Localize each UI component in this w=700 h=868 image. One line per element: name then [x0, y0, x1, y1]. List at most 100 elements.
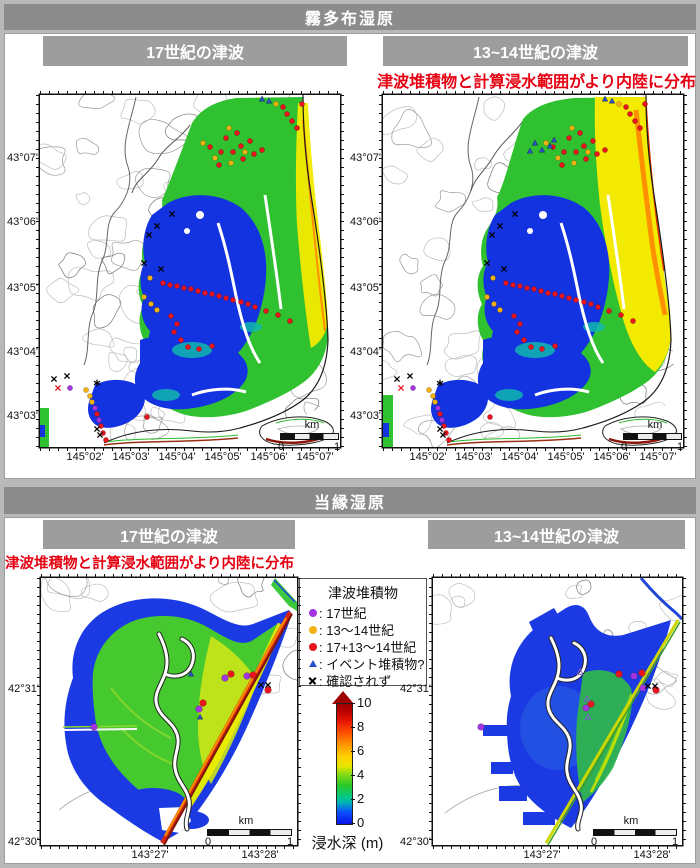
- contour-line: [565, 585, 583, 600]
- sediment-marker-r: [577, 130, 583, 136]
- scalebar: [280, 433, 339, 440]
- lat-label: 43°04': [350, 346, 381, 358]
- sediment-marker-r: [144, 414, 150, 420]
- colorbar-tick-label: 4: [357, 767, 365, 782]
- sediment-marker-r: [517, 283, 523, 289]
- sediment-marker-b: [550, 136, 558, 143]
- contour-line: [40, 143, 67, 170]
- axis-ticks-left: [36, 95, 40, 447]
- sediment-marker-p: [221, 674, 229, 682]
- sediment-marker-r: [561, 149, 567, 155]
- contour-line: [75, 192, 91, 205]
- colorbar-tick-mark: [351, 799, 355, 801]
- sediment-marker-r: [630, 318, 636, 324]
- sediment-marker-r: [171, 329, 177, 335]
- sediment-marker-r: [240, 156, 246, 162]
- map-kiritappu-17c: [40, 95, 340, 447]
- scalebar-end: 1: [333, 441, 341, 453]
- sediment-marker-r: [207, 144, 213, 150]
- sediment-marker-rx: [54, 384, 62, 392]
- map-toberi-13c: [433, 578, 682, 845]
- sediment-marker-x: [50, 375, 58, 383]
- sediment-marker-r: [642, 101, 648, 107]
- sediment-marker-y: [154, 307, 160, 313]
- contour-line: [150, 406, 166, 421]
- axis-ticks-bottom: [41, 845, 297, 849]
- legend-item-label: : 17+13〜14世紀: [319, 640, 417, 655]
- sediment-marker-y: [571, 160, 577, 166]
- sediment-marker-x: [483, 259, 491, 267]
- axis-ticks-bottom: [433, 845, 682, 849]
- sediment-marker-r: [259, 147, 265, 153]
- sediment-marker-r: [98, 423, 104, 429]
- sediment-marker-r: [594, 151, 600, 157]
- sediment-marker-r: [566, 135, 572, 141]
- legend-cross-icon: [308, 676, 317, 685]
- sediment-marker-x: [157, 265, 165, 273]
- sediment-marker-r: [167, 282, 173, 288]
- contour-line: [138, 119, 189, 155]
- sediment-marker-r: [178, 337, 184, 343]
- contour-line: [383, 165, 408, 185]
- header-toberi-17c: 17世紀の津波: [43, 520, 295, 549]
- axis-ticks-top: [433, 574, 682, 578]
- sediment-marker-x: [511, 210, 519, 218]
- sediment-marker-r: [521, 337, 527, 343]
- section-title-kiritappu: 霧多布湿原: [4, 4, 696, 30]
- sediment-marker-x: [264, 681, 272, 689]
- lon-label: 145°06': [593, 451, 631, 463]
- lon-label: 145°05': [547, 451, 585, 463]
- sediment-marker-y: [242, 149, 248, 155]
- sediment-marker-b: [538, 146, 546, 153]
- contour-line: [391, 108, 432, 149]
- lon-label: 145°02': [66, 451, 104, 463]
- contour-line: [92, 294, 122, 329]
- axis-ticks-right: [340, 95, 344, 447]
- header-kiritappu-17c: 17世紀の津波: [43, 36, 347, 66]
- colorbar-label: 浸水深 (m): [311, 835, 384, 852]
- contour-line: [67, 267, 115, 301]
- contour-line: [451, 595, 466, 608]
- header-kiritappu-13c: 13~14世紀の津波: [383, 36, 688, 66]
- scalebar-start: 0: [620, 441, 628, 453]
- sediment-marker-r: [181, 285, 187, 291]
- sediment-marker-b: [258, 95, 266, 102]
- sediment-marker-r: [245, 301, 251, 307]
- sediment-marker-y: [585, 149, 591, 155]
- legend-triangle-icon: [308, 660, 317, 667]
- sediment-marker-r: [280, 104, 286, 110]
- sediment-marker-r: [566, 295, 572, 301]
- sediment-marker-r: [638, 669, 646, 677]
- contour-line: [443, 330, 481, 360]
- sediment-marker-x: [257, 681, 265, 689]
- sediment-marker-r: [517, 321, 523, 327]
- lat-label: 43°03': [350, 410, 381, 422]
- contour-line: [383, 106, 417, 136]
- lat-label: 43°03': [7, 410, 38, 422]
- lat-label: 43°05': [350, 282, 381, 294]
- contour-line: [209, 581, 258, 613]
- sediment-marker-p: [90, 723, 98, 731]
- contour-line: [40, 146, 66, 176]
- sediment-marker-y: [432, 399, 438, 405]
- sediment-marker-y: [87, 393, 93, 399]
- sediment-marker-b: [526, 147, 534, 154]
- sediment-marker-b: [265, 97, 273, 104]
- legend-dot-icon: [308, 608, 317, 617]
- sediment-marker-r: [618, 312, 624, 318]
- contour-line: [479, 422, 504, 439]
- contour-line: [474, 157, 493, 171]
- legend-item-label: : 確認されず: [319, 674, 392, 689]
- sediment-marker-p: [477, 723, 485, 731]
- axis-ticks-top: [383, 91, 683, 95]
- sediment-marker-r: [511, 313, 517, 319]
- legend-item: : 確認されず: [306, 672, 420, 689]
- sediment-marker-r: [289, 118, 295, 124]
- contour-line: [124, 415, 169, 445]
- sediment-marker-y: [273, 101, 279, 107]
- legend-item: : 17世紀: [306, 604, 420, 621]
- sediment-marker-r: [251, 151, 257, 157]
- sediment-marker-r: [223, 295, 229, 301]
- scalebar-end: 1: [671, 836, 679, 848]
- contour-line: [123, 346, 137, 363]
